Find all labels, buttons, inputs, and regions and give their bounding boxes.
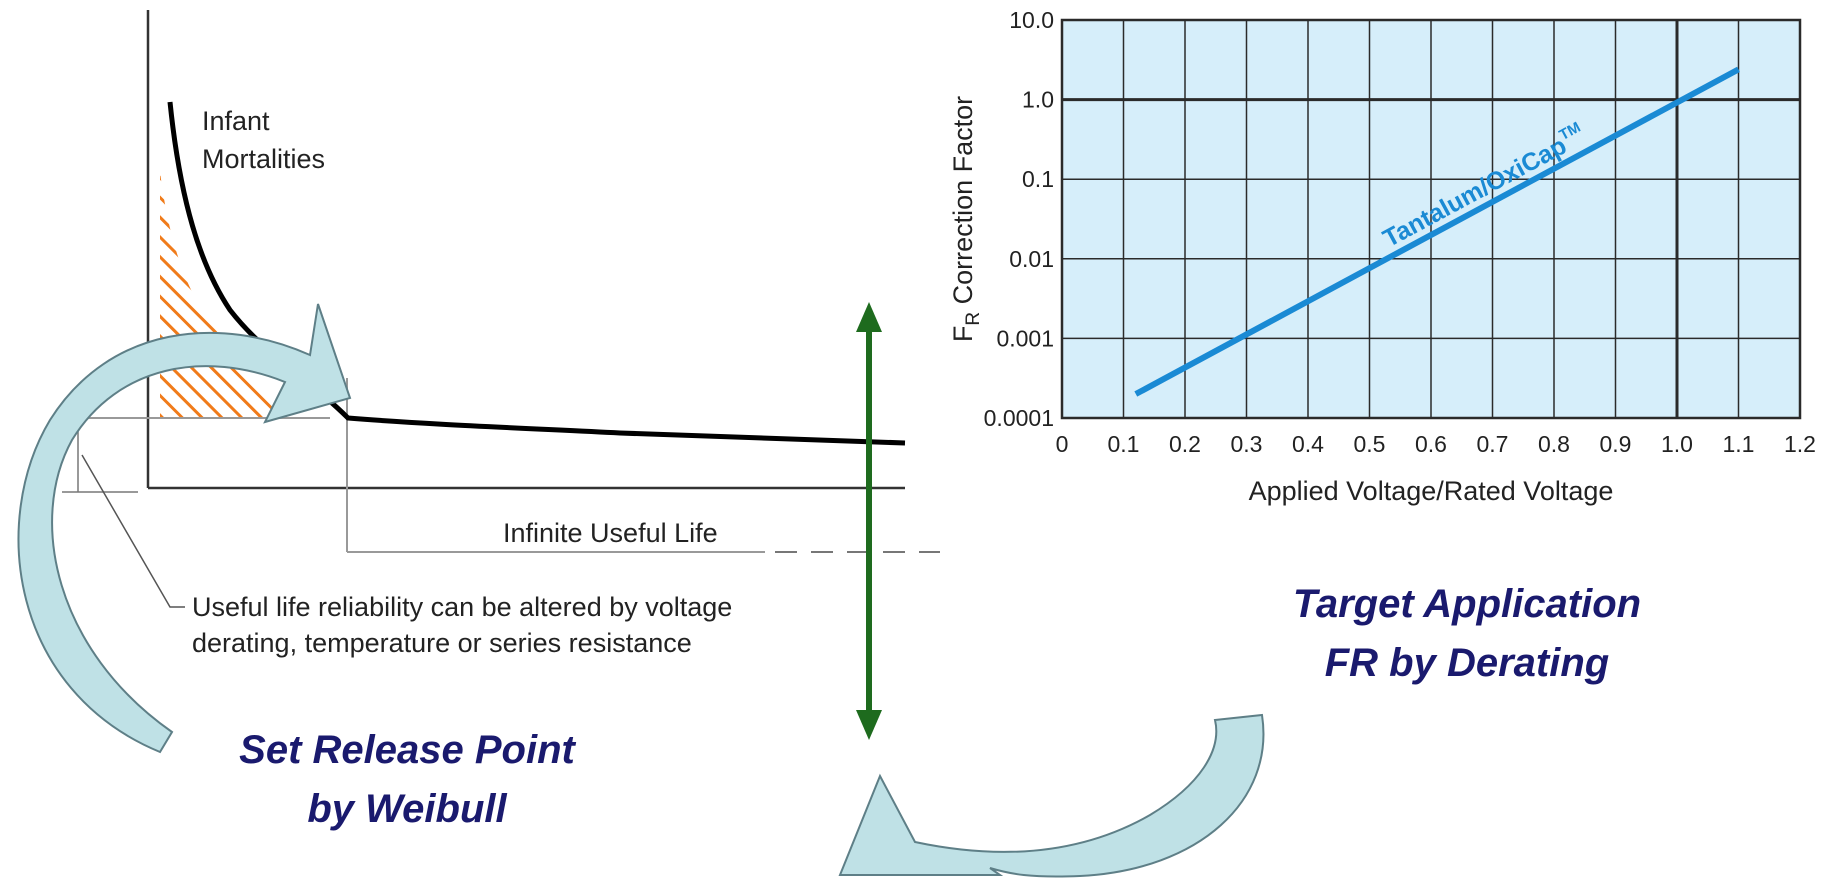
y-axis-label-subscript: R <box>963 312 984 326</box>
x-tick-labels: 0 0.1 0.2 0.3 0.4 0.5 0.6 0.7 0.8 0.9 1.0 1.1 1.2 <box>1056 431 1816 457</box>
derating-chart: 0 0.1 0.2 0.3 0.4 0.5 0.6 0.7 0.8 0.9 1.0 1.1 1.2 0.… <box>948 7 1816 506</box>
x-tick-label: 0.6 <box>1415 431 1447 457</box>
curved-arrow-right-icon <box>838 713 1265 878</box>
y-tick-label: 0.01 <box>1009 246 1054 272</box>
x-tick-label: 0.3 <box>1231 431 1263 457</box>
useful-life-note-line1: Useful life reliability can be altered b… <box>192 592 732 622</box>
y-tick-label: 10.0 <box>1009 7 1054 33</box>
x-tick-label: 0 <box>1056 431 1069 457</box>
x-tick-label: 1.2 <box>1784 431 1816 457</box>
left-caption-line2: by Weibull <box>307 787 507 831</box>
infant-mortalities-label-line2: Mortalities <box>202 144 325 174</box>
infant-mortalities-label-line1: Infant <box>202 106 270 136</box>
x-axis-label: Applied Voltage/Rated Voltage <box>1249 476 1614 506</box>
y-tick-label: 0.1 <box>1022 166 1054 192</box>
x-tick-label: 0.1 <box>1108 431 1140 457</box>
x-tick-label: 0.4 <box>1292 431 1324 457</box>
bathtub-diagram: Infant Mortalities Infinite Useful Life … <box>62 10 940 658</box>
y-tick-labels: 0.0001 0.001 0.01 0.1 1.0 10.0 <box>984 7 1054 431</box>
x-tick-label: 1.0 <box>1661 431 1693 457</box>
right-caption-line2: FR by Derating <box>1325 641 1609 685</box>
note-pointer-line <box>81 454 185 608</box>
series-line <box>1134 66 1740 397</box>
infinite-useful-life-label: Infinite Useful Life <box>503 518 718 548</box>
y-tick-label: 0.001 <box>996 325 1054 351</box>
x-tick-label: 0.5 <box>1354 431 1386 457</box>
bathtub-curve <box>167 101 906 446</box>
right-caption-line1: Target Application <box>1293 582 1641 626</box>
y-axis-label-rest: Correction Factor <box>948 96 978 312</box>
x-tick-label: 0.8 <box>1538 431 1570 457</box>
y-axis-label-main: F <box>948 326 978 343</box>
useful-life-note-line2: derating, temperature or series resistan… <box>192 628 692 658</box>
infant-mortality-hatch <box>160 172 288 418</box>
curved-arrow-left-icon <box>17 303 352 754</box>
x-tick-label: 0.7 <box>1477 431 1509 457</box>
x-tick-label: 0.2 <box>1169 431 1201 457</box>
vertical-double-arrow-icon <box>856 302 882 740</box>
x-tick-label: 0.9 <box>1600 431 1632 457</box>
left-caption-line1: Set Release Point <box>239 728 576 772</box>
y-tick-label: 1.0 <box>1022 87 1054 113</box>
y-axis-label: FR Correction Factor <box>948 96 984 342</box>
y-tick-label: 0.0001 <box>984 405 1054 431</box>
x-tick-label: 1.1 <box>1723 431 1755 457</box>
